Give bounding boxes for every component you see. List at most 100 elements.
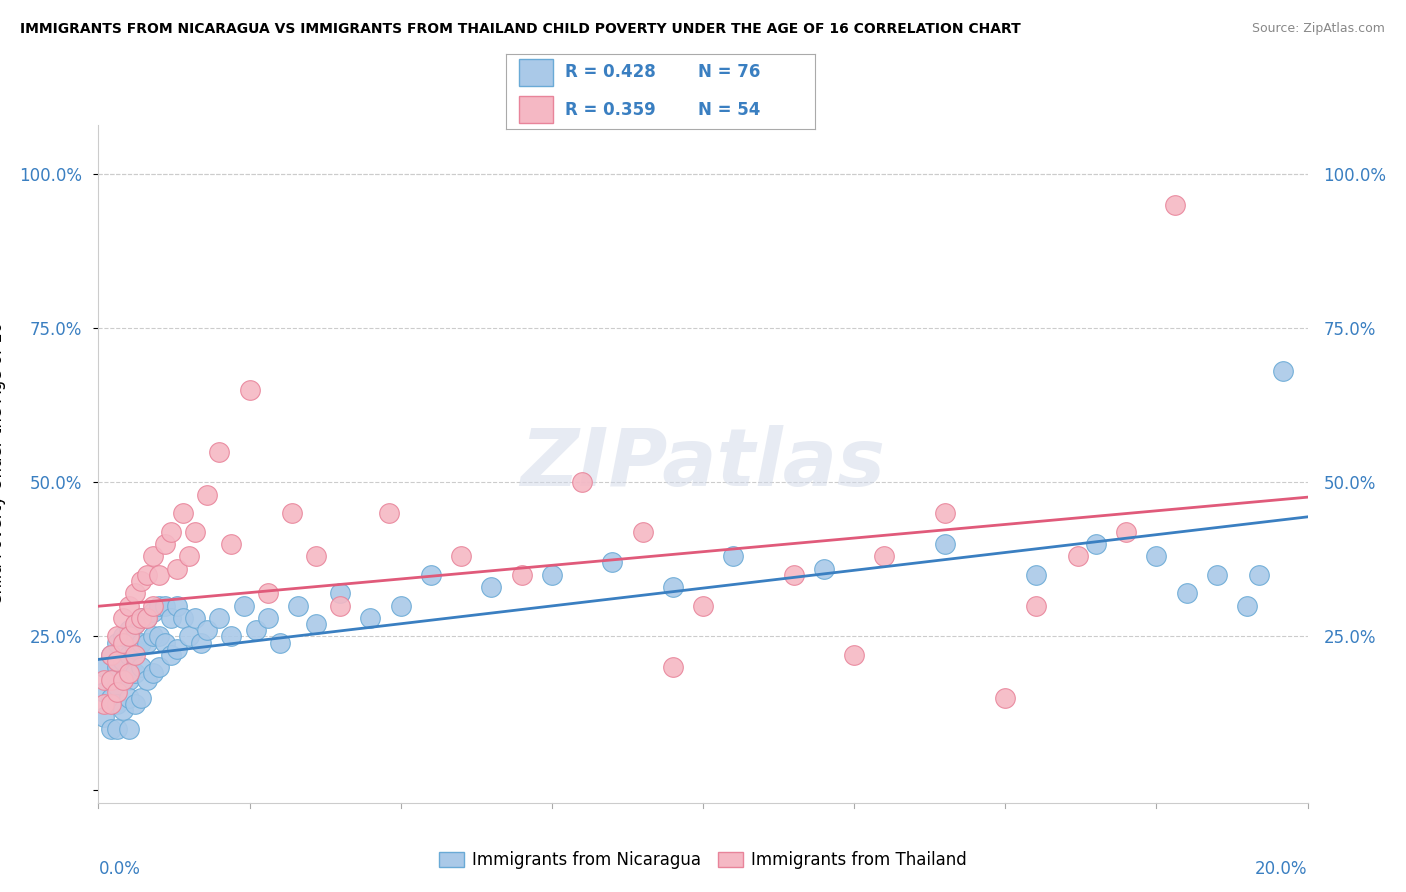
Point (105, 635, 128, 649)
Point (111, 673, 134, 687)
Point (1115, 524, 1137, 539)
Point (105, 660, 128, 674)
Point (105, 722, 128, 736)
Point (129, 660, 152, 674)
Point (124, 666, 146, 681)
Legend: Immigrants from Nicaragua, Immigrants from Thailand: Immigrants from Nicaragua, Immigrants fr… (432, 845, 974, 876)
Text: 0.0%: 0.0% (98, 861, 141, 879)
Point (1163, 198, 1185, 212)
Point (481, 580, 503, 594)
Point (100, 673, 122, 687)
Point (239, 383, 262, 397)
Point (221, 629, 243, 643)
Point (100, 648, 122, 662)
Point (105, 679, 128, 693)
Point (93, 697, 115, 711)
Point (287, 599, 309, 613)
Point (100, 673, 122, 687)
Point (190, 635, 212, 649)
Point (124, 641, 146, 656)
Point (111, 654, 134, 668)
Point (100, 697, 122, 711)
Point (1085, 537, 1108, 551)
Point (934, 537, 956, 551)
Point (142, 666, 165, 681)
Point (129, 691, 152, 706)
Point (540, 567, 562, 582)
Point (208, 444, 231, 458)
Point (135, 567, 157, 582)
Point (129, 635, 152, 649)
Point (195, 488, 218, 502)
Point (135, 611, 157, 625)
Point (221, 537, 243, 551)
Point (256, 611, 278, 625)
Point (129, 611, 152, 625)
Point (305, 549, 328, 564)
Point (100, 648, 122, 662)
Point (118, 691, 141, 706)
Point (269, 635, 291, 649)
Text: N = 54: N = 54 (697, 101, 761, 119)
Point (160, 611, 183, 625)
Point (93, 660, 115, 674)
Text: R = 0.428: R = 0.428 (565, 63, 655, 81)
Point (160, 648, 183, 662)
Point (1175, 586, 1198, 600)
Point (118, 599, 141, 613)
Point (179, 629, 201, 643)
Point (166, 599, 188, 613)
Point (118, 629, 141, 643)
Point (93, 673, 115, 687)
Point (1272, 364, 1295, 378)
Point (723, 549, 745, 564)
Point (148, 660, 170, 674)
Point (256, 586, 278, 600)
Point (111, 629, 134, 643)
Point (602, 556, 624, 570)
Point (571, 475, 593, 490)
Point (153, 599, 176, 613)
Text: 20.0%: 20.0% (1256, 861, 1308, 879)
Point (142, 605, 165, 619)
Point (105, 685, 128, 699)
Point (124, 617, 146, 632)
Point (153, 635, 176, 649)
Point (420, 567, 443, 582)
Point (124, 586, 146, 600)
Point (179, 549, 201, 564)
Point (1249, 567, 1271, 582)
Point (153, 537, 176, 551)
Point (994, 691, 1017, 706)
Point (166, 561, 188, 575)
Text: N = 76: N = 76 (697, 63, 761, 81)
Point (377, 506, 399, 520)
Point (118, 722, 141, 736)
Point (934, 506, 956, 520)
Point (692, 599, 714, 613)
FancyBboxPatch shape (519, 59, 553, 87)
Point (184, 524, 207, 539)
Point (124, 617, 146, 632)
Point (329, 599, 352, 613)
Point (142, 599, 165, 613)
Point (662, 580, 685, 594)
Point (208, 611, 231, 625)
Point (1206, 567, 1229, 582)
Point (118, 666, 141, 681)
Point (166, 641, 188, 656)
Point (111, 611, 134, 625)
Point (93, 709, 115, 723)
Point (631, 524, 654, 539)
Point (172, 611, 194, 625)
Point (245, 624, 267, 638)
Point (305, 617, 328, 632)
Point (105, 629, 128, 643)
Point (329, 586, 352, 600)
Point (1067, 549, 1090, 564)
Point (1024, 567, 1046, 582)
Point (148, 599, 170, 613)
Point (118, 624, 141, 638)
Point (129, 574, 152, 588)
Point (111, 673, 134, 687)
